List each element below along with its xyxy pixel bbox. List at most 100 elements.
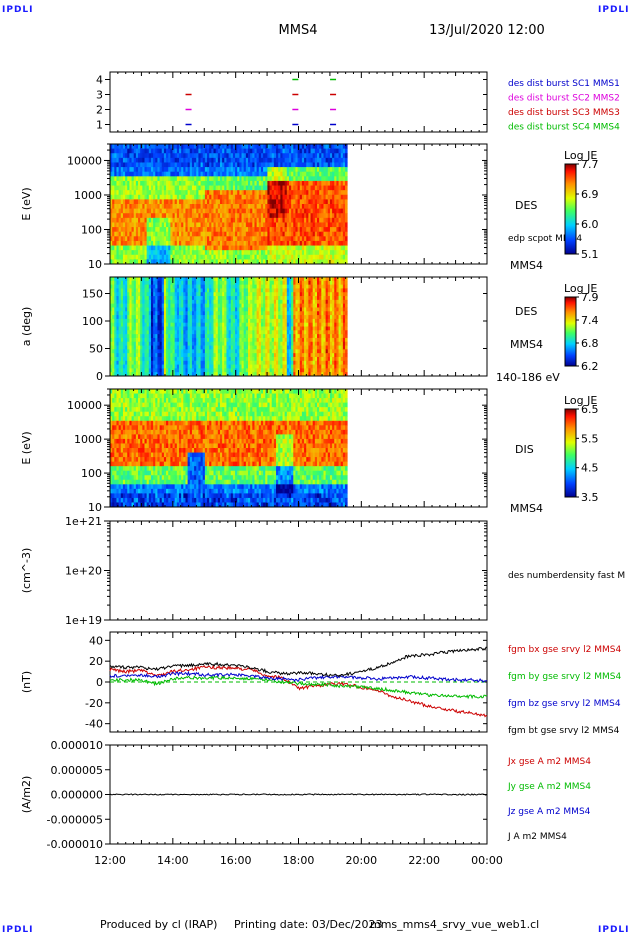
des-energy-cell	[314, 176, 318, 182]
des-energy-cell	[271, 167, 275, 173]
des-energy-cell	[213, 245, 217, 251]
des-pitch-cell	[232, 292, 236, 297]
des-energy-cell	[209, 204, 212, 210]
des-pitch-cell	[142, 330, 145, 335]
des-pitch-cell	[172, 311, 176, 316]
des-pitch-cell	[191, 307, 195, 312]
des-pitch-cell	[256, 326, 260, 331]
des-pitch-cell	[112, 349, 115, 354]
des-energy-cell	[329, 199, 333, 205]
des-energy-cell	[297, 153, 301, 159]
des-pitch-cell	[200, 368, 204, 373]
des-energy-cell	[189, 208, 193, 214]
des-energy-cell	[181, 227, 184, 233]
des-pitch-cell	[187, 277, 191, 282]
des-energy-cell	[120, 250, 124, 256]
des-pitch-cell	[122, 288, 126, 293]
des-energy-cell	[191, 190, 195, 196]
des-energy-cell	[245, 171, 249, 177]
des-pitch-cell	[129, 345, 132, 350]
des-energy-cell	[170, 236, 173, 242]
des-energy-cell	[284, 236, 288, 242]
des-energy-cell	[217, 148, 221, 154]
des-energy-cell	[340, 171, 344, 177]
des-energy-cell	[116, 240, 120, 246]
des-energy-cell	[179, 162, 182, 168]
des-energy-cell	[338, 227, 342, 233]
des-energy-cell	[304, 227, 307, 233]
des-pitch-cell	[142, 311, 145, 316]
des-energy-cell	[338, 180, 342, 186]
des-pitch-cell	[209, 337, 212, 343]
des-pitch-cell	[150, 299, 154, 305]
des-energy-cell	[155, 194, 158, 200]
des-energy-cell	[286, 180, 290, 186]
des-energy-cell	[267, 254, 270, 260]
des-energy-cell	[159, 171, 163, 177]
des-energy-cell	[273, 213, 277, 219]
des-energy-cell	[148, 153, 152, 159]
des-pitch-cell	[112, 307, 115, 312]
des-energy-cell	[278, 222, 281, 228]
des-energy-cell	[207, 167, 210, 173]
des-pitch-cell	[198, 326, 201, 331]
des-pitch-cell	[198, 277, 201, 282]
des-pitch-cell	[140, 360, 143, 365]
des-energy-cell	[276, 259, 279, 265]
des-energy-cell	[168, 180, 171, 186]
des-energy-cell	[191, 144, 195, 150]
des-pitch-cell	[127, 280, 130, 286]
des-energy-cell	[222, 259, 225, 265]
des-energy-cell	[237, 194, 240, 200]
des-pitch-cell	[245, 322, 249, 327]
des-pitch-cell	[213, 364, 217, 369]
des-energy-cell	[144, 194, 148, 200]
des-pitch-cell	[194, 303, 197, 308]
des-pitch-cell	[114, 318, 117, 324]
des-pitch-cell	[191, 303, 195, 308]
des-pitch-cell	[153, 280, 156, 286]
des-energy-cell	[323, 176, 327, 182]
des-energy-cell	[232, 204, 236, 210]
des-pitch-cell	[148, 368, 152, 373]
des-pitch-cell	[168, 337, 171, 343]
des-energy-cell	[276, 217, 279, 223]
des-energy-cell	[196, 144, 199, 150]
des-energy-cell	[258, 194, 262, 200]
des-pitch-cell	[148, 353, 152, 358]
des-energy-cell	[269, 236, 273, 242]
des-energy-cell	[176, 213, 180, 219]
des-energy-cell	[304, 204, 307, 210]
des-energy-cell	[179, 176, 182, 182]
des-energy-cell	[185, 190, 189, 196]
des-pitch-cell	[256, 307, 260, 312]
des-energy-cell	[176, 190, 180, 196]
des-pitch-cell	[174, 296, 178, 301]
des-energy-cell	[146, 245, 150, 251]
des-energy-cell	[312, 162, 316, 168]
des-energy-cell	[278, 148, 281, 154]
des-pitch-cell	[230, 280, 234, 286]
des-pitch-cell	[116, 296, 120, 301]
des-energy-cell	[345, 204, 348, 210]
des-pitch-cell	[204, 330, 208, 335]
des-pitch-cell	[198, 364, 201, 369]
des-energy-cell	[159, 176, 163, 182]
des-energy-cell	[181, 245, 184, 251]
corner-logo-bottom-left: IPDLI	[2, 925, 34, 934]
des-energy-cell	[146, 171, 150, 177]
des-energy-cell	[317, 180, 320, 186]
des-energy-cell	[133, 157, 137, 163]
des-pitch-cell	[207, 280, 210, 286]
des-energy-cell	[198, 167, 201, 173]
des-energy-cell	[306, 176, 309, 182]
des-pitch-cell	[144, 315, 148, 320]
des-pitch-cell	[114, 303, 117, 308]
des-pitch-cell	[237, 341, 240, 346]
des-energy-cell	[230, 194, 234, 200]
des-pitch-cell	[245, 315, 249, 320]
des-energy-cell	[340, 144, 344, 150]
des-energy-cell	[166, 190, 169, 196]
des-energy-cell	[194, 185, 197, 191]
des-energy-cell	[265, 222, 268, 228]
